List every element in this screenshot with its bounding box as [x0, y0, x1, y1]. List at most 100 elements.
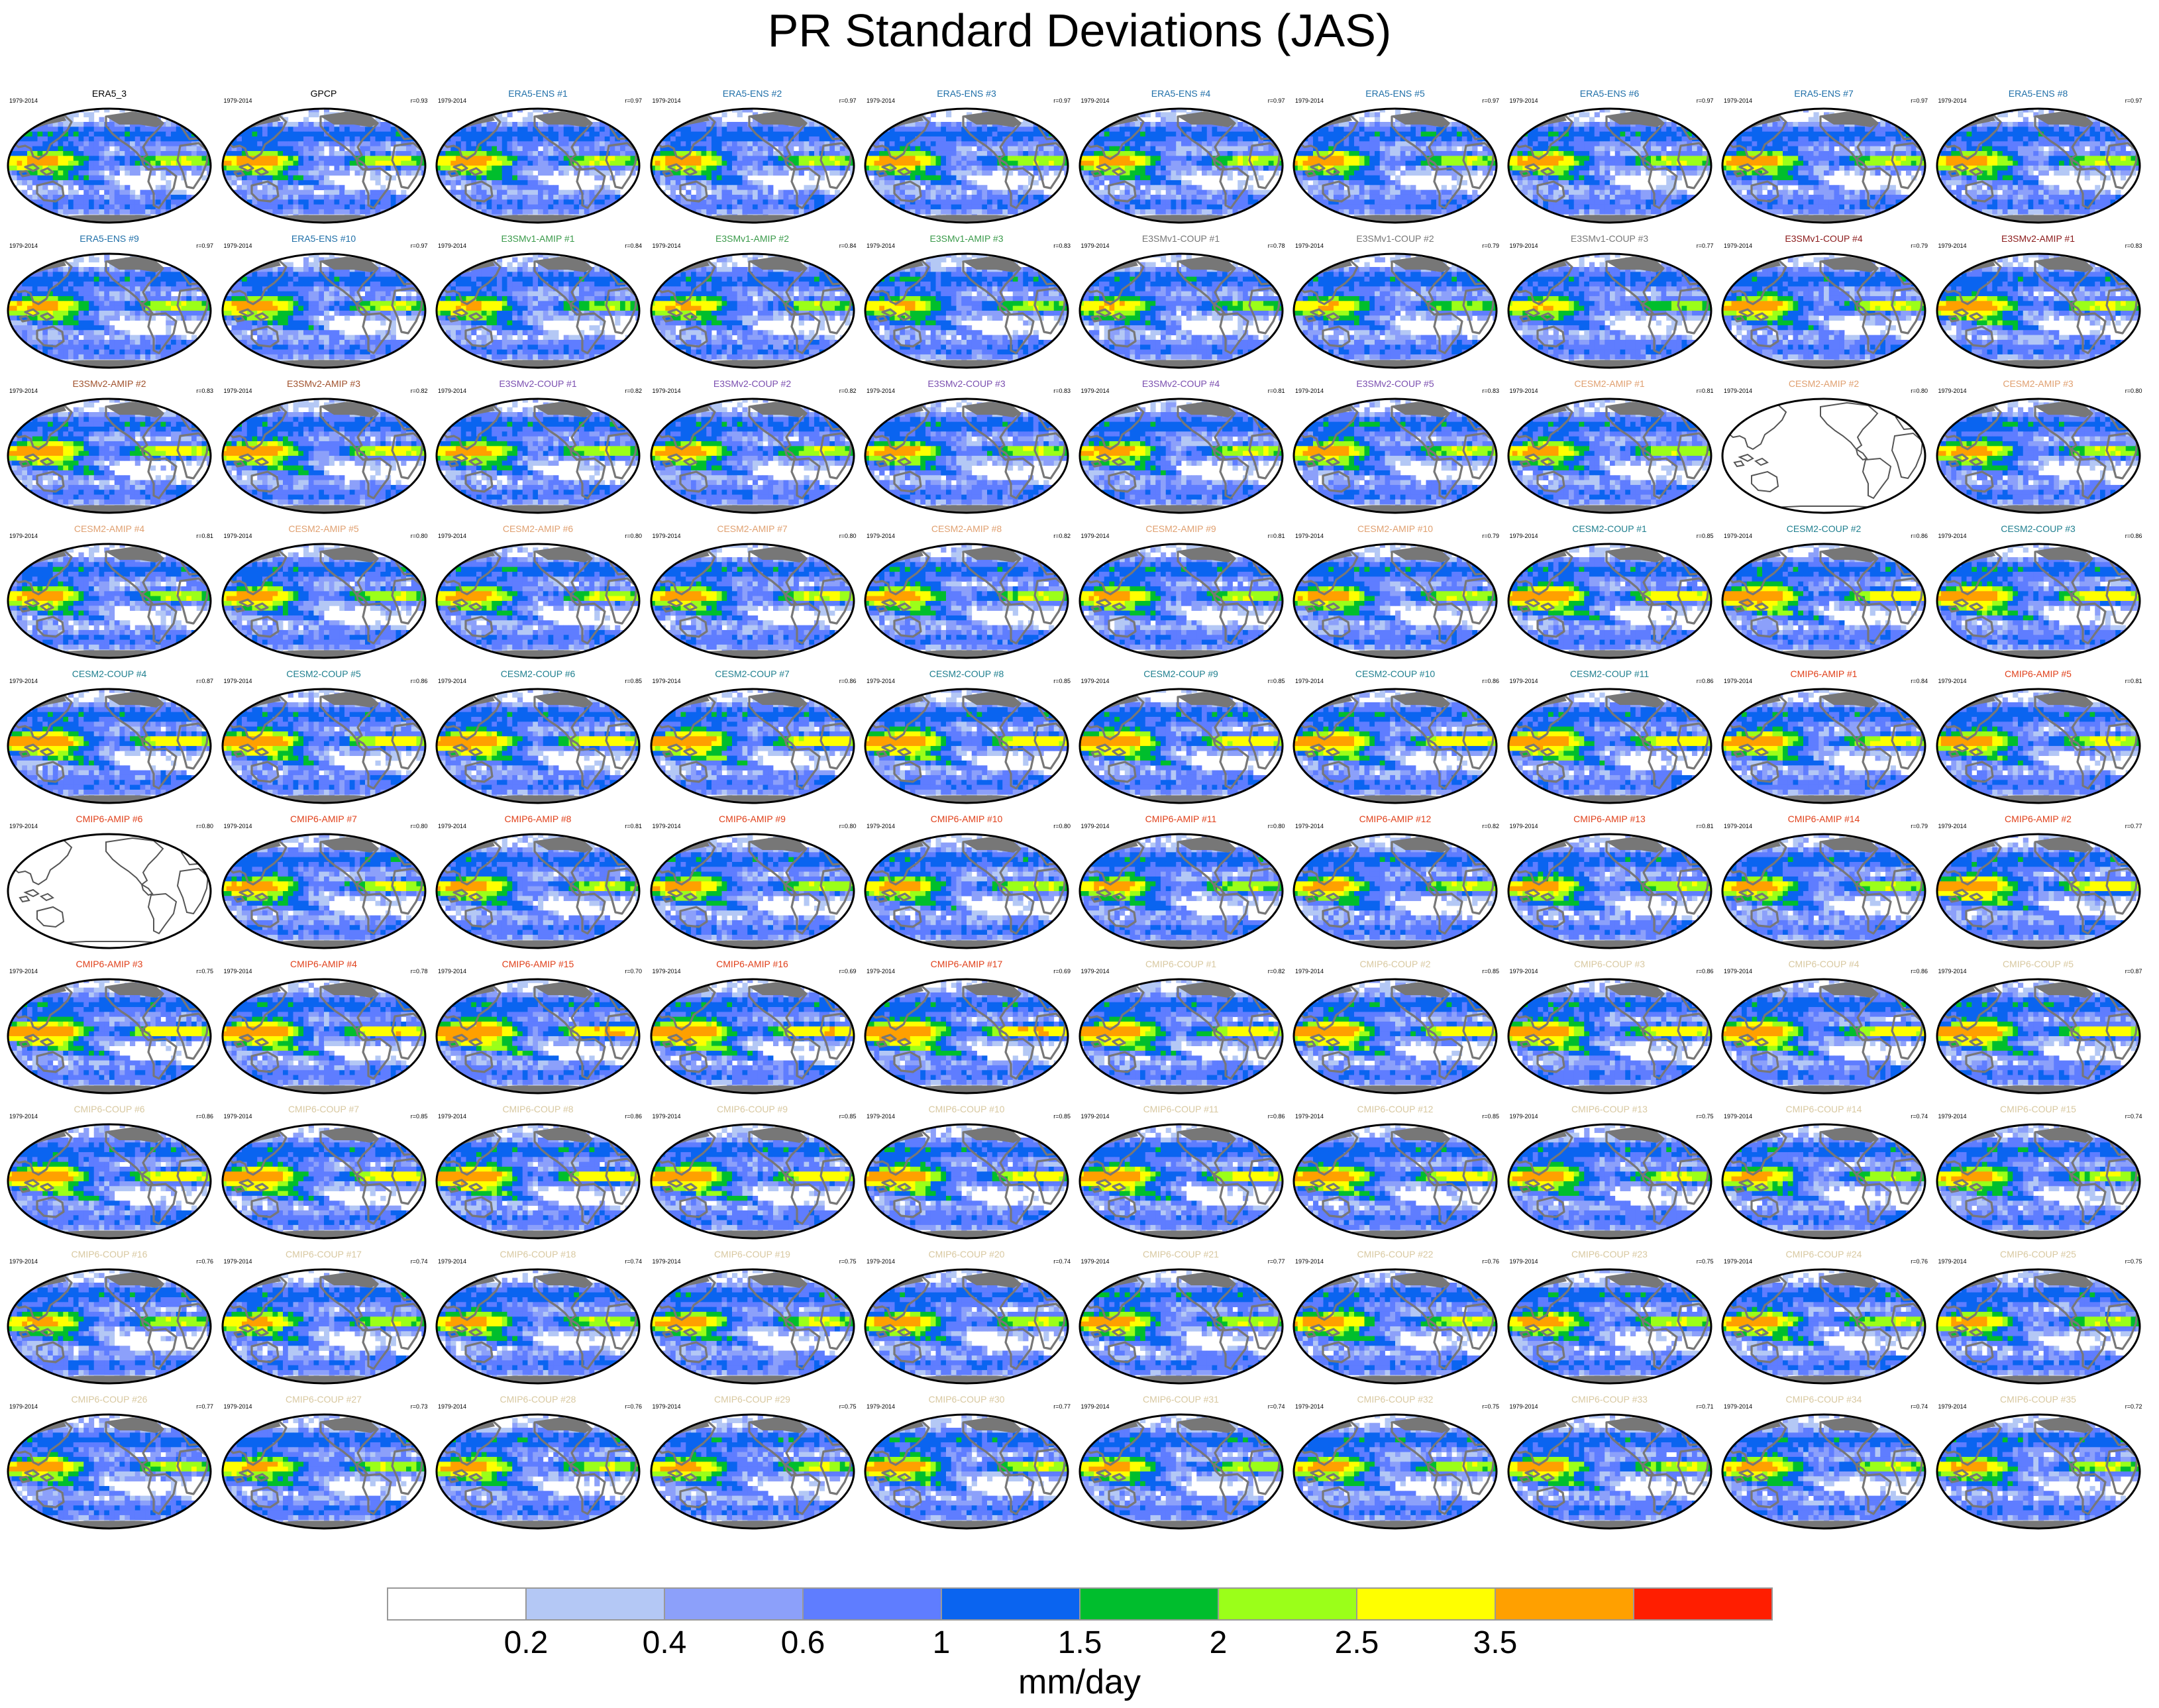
map-panel: E3SMv2-COUP #4 1979-2014 r=0.81 — [1073, 378, 1289, 523]
map-panel: E3SMv1-AMIP #1 1979-2014 r=0.84 — [430, 233, 646, 378]
panel-date-range: 1979-2014 — [653, 97, 681, 105]
panel-correlation: r=0.80 — [839, 823, 857, 830]
robinson-map — [221, 398, 427, 514]
panel-correlation: r=0.81 — [1268, 388, 1285, 395]
map-panel: CESM2-COUP #3 1979-2014 r=0.86 — [1930, 523, 2146, 668]
panel-date-range: 1979-2014 — [1938, 823, 1967, 830]
panel-correlation: r=0.87 — [2125, 968, 2142, 975]
robinson-map — [435, 107, 641, 224]
panel-correlation: r=0.93 — [411, 97, 428, 105]
robinson-map — [221, 978, 427, 1094]
robinson-map — [221, 252, 427, 369]
colorbar-swatch-1 — [526, 1588, 664, 1620]
panel-date-range: 1979-2014 — [438, 97, 466, 105]
panel-date-range: 1979-2014 — [9, 242, 38, 250]
panel-date-range: 1979-2014 — [1938, 533, 1967, 540]
map-panel: CMIP6-COUP #4 1979-2014 r=0.86 — [1716, 958, 1932, 1103]
panel-correlation: r=0.82 — [625, 388, 642, 395]
map-panel: CMIP6-COUP #13 1979-2014 r=0.75 — [1502, 1103, 1718, 1248]
map-panel: CMIP6-COUP #15 1979-2014 r=0.74 — [1930, 1103, 2146, 1248]
colorbar-tick-labels: 0.2 0.4 0.6 1 1.5 2 2.5 3.5 — [0, 1625, 2159, 1664]
panel-correlation: r=0.82 — [1268, 968, 1285, 975]
panel-correlation: r=0.86 — [839, 678, 857, 685]
robinson-map — [435, 1123, 641, 1240]
colorbar-swatch-7 — [1357, 1588, 1495, 1620]
panel-correlation: r=0.74 — [1911, 1113, 1928, 1120]
panel-date-range: 1979-2014 — [653, 823, 681, 830]
panel-correlation: r=0.86 — [1482, 678, 1499, 685]
robinson-map — [1936, 1268, 2141, 1385]
panel-correlation: r=0.75 — [1697, 1258, 1714, 1265]
robinson-map — [1079, 543, 1284, 659]
panel-date-range: 1979-2014 — [1510, 388, 1538, 395]
robinson-map — [1936, 1123, 2141, 1240]
panel-correlation: r=0.97 — [2125, 97, 2142, 105]
panel-date-range: 1979-2014 — [653, 242, 681, 250]
panel-correlation: r=0.82 — [1053, 533, 1071, 540]
panel-correlation: r=0.85 — [1053, 1113, 1071, 1120]
map-panel: E3SMv2-COUP #2 1979-2014 r=0.82 — [645, 378, 861, 523]
panel-date-range: 1979-2014 — [224, 97, 252, 105]
map-panel: E3SMv2-AMIP #2 1979-2014 r=0.83 — [1, 378, 217, 523]
map-panel: CMIP6-COUP #25 1979-2014 r=0.75 — [1930, 1248, 2146, 1393]
map-panel: ERA5-ENS #7 1979-2014 r=0.97 — [1716, 87, 1932, 233]
map-panel: CMIP6-COUP #33 1979-2014 r=0.71 — [1502, 1393, 1718, 1538]
map-panel: ERA5-ENS #3 1979-2014 r=0.97 — [859, 87, 1075, 233]
map-panel: CESM2-COUP #5 1979-2014 r=0.86 — [216, 668, 432, 813]
map-panel: CESM2-COUP #6 1979-2014 r=0.85 — [430, 668, 646, 813]
panel-correlation: r=0.73 — [411, 1403, 428, 1411]
panel-correlation: r=0.80 — [1911, 388, 1928, 395]
panel-date-range: 1979-2014 — [653, 1403, 681, 1411]
robinson-map — [7, 1268, 212, 1385]
panel-date-range: 1979-2014 — [9, 1258, 38, 1265]
robinson-map — [1079, 833, 1284, 949]
map-panel: E3SMv1-COUP #4 1979-2014 r=0.79 — [1716, 233, 1932, 378]
panel-date-range: 1979-2014 — [1295, 678, 1324, 685]
panel-correlation: r=0.75 — [196, 968, 213, 975]
map-panel: CMIP6-AMIP #1 1979-2014 r=0.84 — [1716, 668, 1932, 813]
panel-correlation: r=0.83 — [1053, 242, 1071, 250]
map-panel: CMIP6-AMIP #17 1979-2014 r=0.69 — [859, 958, 1075, 1103]
map-panel: CMIP6-COUP #6 1979-2014 r=0.86 — [1, 1103, 217, 1248]
map-panel: CMIP6-AMIP #7 1979-2014 r=0.80 — [216, 813, 432, 958]
robinson-map — [7, 252, 212, 369]
panel-date-range: 1979-2014 — [224, 1403, 252, 1411]
robinson-map — [1507, 1268, 1712, 1385]
panel-correlation: r=0.72 — [2125, 1403, 2142, 1411]
colorbar-units: mm/day — [0, 1662, 2159, 1703]
map-panel: CMIP6-COUP #32 1979-2014 r=0.75 — [1287, 1393, 1503, 1538]
map-panel: CMIP6-COUP #19 1979-2014 r=0.75 — [645, 1248, 861, 1393]
map-panel: CMIP6-COUP #2 1979-2014 r=0.85 — [1287, 958, 1503, 1103]
map-panel: E3SMv2-AMIP #1 1979-2014 r=0.83 — [1930, 233, 2146, 378]
map-panel: GPCP 1979-2014 r=0.93 — [216, 87, 432, 233]
panel-correlation: r=0.74 — [2125, 1113, 2142, 1120]
panel-date-range: 1979-2014 — [1724, 1113, 1752, 1120]
panel-correlation: r=0.85 — [1482, 1113, 1499, 1120]
map-panel: ERA5-ENS #10 1979-2014 r=0.97 — [216, 233, 432, 378]
robinson-map — [1292, 833, 1498, 949]
panel-date-range: 1979-2014 — [1724, 968, 1752, 975]
map-panel: CMIP6-AMIP #13 1979-2014 r=0.81 — [1502, 813, 1718, 958]
robinson-map — [650, 1123, 855, 1240]
panel-date-range: 1979-2014 — [438, 1403, 466, 1411]
panel-date-range: 1979-2014 — [1081, 823, 1110, 830]
map-panel: E3SMv1-COUP #2 1979-2014 r=0.79 — [1287, 233, 1503, 378]
map-panel: E3SMv2-AMIP #3 1979-2014 r=0.82 — [216, 378, 432, 523]
panel-date-range: 1979-2014 — [1081, 97, 1110, 105]
map-panel: CESM2-COUP #4 1979-2014 r=0.87 — [1, 668, 217, 813]
map-panel: CMIP6-COUP #18 1979-2014 r=0.74 — [430, 1248, 646, 1393]
panel-correlation: r=0.75 — [1482, 1403, 1499, 1411]
panel-date-range: 1979-2014 — [224, 968, 252, 975]
map-panel: CMIP6-AMIP #11 1979-2014 r=0.80 — [1073, 813, 1289, 958]
colorbar-tick-label: 1.5 — [1058, 1625, 1102, 1662]
panel-date-range: 1979-2014 — [1724, 388, 1752, 395]
map-panel: CMIP6-COUP #16 1979-2014 r=0.76 — [1, 1248, 217, 1393]
panel-correlation: r=0.97 — [1911, 97, 1928, 105]
map-panel: CESM2-AMIP #7 1979-2014 r=0.80 — [645, 523, 861, 668]
robinson-map — [1936, 833, 2141, 949]
panel-correlation: r=0.85 — [1053, 678, 1071, 685]
map-panel: CMIP6-COUP #20 1979-2014 r=0.74 — [859, 1248, 1075, 1393]
panel-date-range: 1979-2014 — [1938, 1113, 1967, 1120]
panel-correlation: r=0.85 — [1482, 968, 1499, 975]
map-panel: CMIP6-AMIP #4 1979-2014 r=0.78 — [216, 958, 432, 1103]
